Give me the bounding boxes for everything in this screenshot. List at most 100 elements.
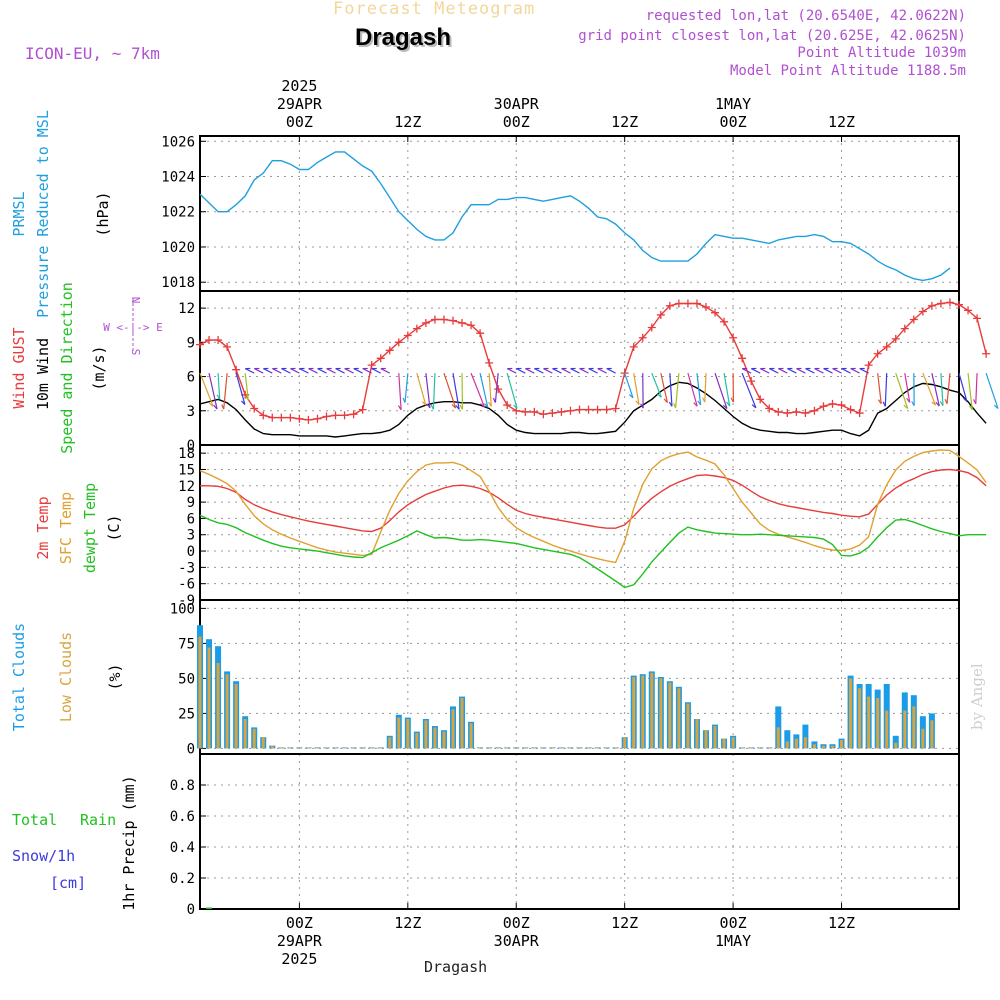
low-cloud-bar <box>812 744 816 749</box>
y-tick-label: 0.4 <box>170 840 195 856</box>
low-cloud-bar <box>478 747 482 749</box>
wind-arrow-head <box>244 395 249 401</box>
gust-marker <box>223 342 232 351</box>
gust-marker <box>747 377 756 386</box>
low-cloud-bar <box>559 747 563 749</box>
low-cloud-bar <box>695 719 699 749</box>
requested-coords: requested lon,lat (20.6540E, 42.0622N) <box>645 8 966 24</box>
y-tick-label: 15 <box>178 462 195 478</box>
wind-arrow <box>317 368 327 374</box>
low-cloud-bar <box>912 706 916 749</box>
wind-direction-label: Speed and Direction <box>58 282 76 454</box>
panel-frame <box>199 135 960 292</box>
wind-arrow-head <box>426 403 431 409</box>
low-cloud-bar <box>315 747 319 749</box>
wind-arrow <box>946 373 951 404</box>
y-tick-label: 1024 <box>161 170 195 186</box>
gust-marker <box>955 300 963 309</box>
low-cloud-bar <box>668 682 672 749</box>
y-tick-label: 1026 <box>161 134 195 150</box>
gust-marker <box>503 401 512 410</box>
top-axis-label: 12Z <box>394 113 421 131</box>
gust-marker <box>656 310 665 319</box>
gust-marker <box>403 331 412 340</box>
wind-arrow <box>859 368 869 374</box>
y-tick-label: -9 <box>178 593 195 609</box>
gust-marker <box>864 361 873 370</box>
gust-marker <box>313 414 322 423</box>
y-tick-label: 9 <box>187 335 195 351</box>
precip-axis-label: 1hr Precip (mm) <box>120 775 138 910</box>
wind-arrow <box>335 368 345 374</box>
wind-arrow <box>940 373 944 406</box>
wind-arrow <box>416 372 427 406</box>
gust-marker <box>494 385 503 394</box>
wind-arrow <box>904 373 911 403</box>
pressure-label-short: PRMSL <box>10 191 28 236</box>
low-cloud-bar <box>397 717 401 749</box>
wind-arrow <box>814 368 824 374</box>
wind-arrow <box>506 372 518 409</box>
gust-marker <box>575 405 584 414</box>
top-axis-label: 00Z <box>720 113 747 131</box>
wind-arrow-head <box>751 404 757 409</box>
wind-arrow <box>308 368 318 374</box>
gust-marker <box>557 407 566 416</box>
low-cloud-bar <box>632 677 636 749</box>
wind-arrow <box>787 368 797 374</box>
wind-arrow-head <box>208 402 214 407</box>
wind-arrow <box>633 373 640 405</box>
wind-arrow-head <box>935 401 940 407</box>
wind-arrow <box>579 368 589 374</box>
y-tick-label: 18 <box>178 446 195 462</box>
low-cloud-bar <box>650 672 654 749</box>
gust-marker <box>683 299 692 308</box>
gust-marker <box>295 414 304 423</box>
gust-marker <box>720 317 729 326</box>
wind-arrow-head <box>657 393 662 398</box>
wind-arrow-head <box>668 401 673 407</box>
wind-arrow <box>588 368 598 374</box>
low-cloud-bar <box>930 720 934 749</box>
bottom-axis-label: 12Z <box>611 914 638 932</box>
y-tick-label: 3 <box>187 404 195 420</box>
temp-unit: (C) <box>105 514 123 541</box>
wind-arrow <box>723 373 731 406</box>
gust-marker <box>964 306 973 315</box>
bottom-axis-label: 30APR <box>494 932 540 950</box>
gust-marker <box>412 324 421 333</box>
wind-arrow-head <box>640 403 644 409</box>
gust-marker <box>476 329 485 338</box>
low-cloud-bar <box>767 747 771 749</box>
wind-arrow-head <box>213 404 218 410</box>
temp2m-label: 2m Temp <box>34 496 52 559</box>
wind-arrow <box>208 373 218 410</box>
wind-arrow-head <box>221 404 225 410</box>
bottom-axis-label: 2025 <box>281 950 317 968</box>
low-cloud-bar <box>415 733 419 749</box>
wind-direction-arrows <box>199 367 999 411</box>
gust-marker <box>394 338 403 347</box>
wind-arrow <box>362 368 372 374</box>
y-tick-label: 25 <box>178 706 195 722</box>
gust-marker <box>846 405 855 414</box>
wind-arrow <box>624 372 634 398</box>
y-tick-label: 0.2 <box>170 871 195 887</box>
total-cloud-bar <box>892 735 899 749</box>
y-tick-label: 100 <box>170 601 195 617</box>
wind-arrow <box>534 368 544 374</box>
wind-arrow-head <box>397 405 402 411</box>
low-cloud-bar <box>469 723 473 749</box>
total-clouds-label: Total Clouds <box>10 623 28 731</box>
y-tick-label: 9 <box>187 495 195 511</box>
low-cloud-bar <box>433 727 437 749</box>
low-cloud-bar <box>578 747 581 749</box>
low-cloud-bar <box>794 738 798 749</box>
wind-arrow-head <box>455 405 460 410</box>
low-cloud-bar <box>614 747 618 749</box>
gust-marker <box>530 407 539 416</box>
low-cloud-bar <box>514 747 518 749</box>
low-cloud-bar <box>234 684 238 749</box>
low-cloud-bar <box>659 678 663 749</box>
